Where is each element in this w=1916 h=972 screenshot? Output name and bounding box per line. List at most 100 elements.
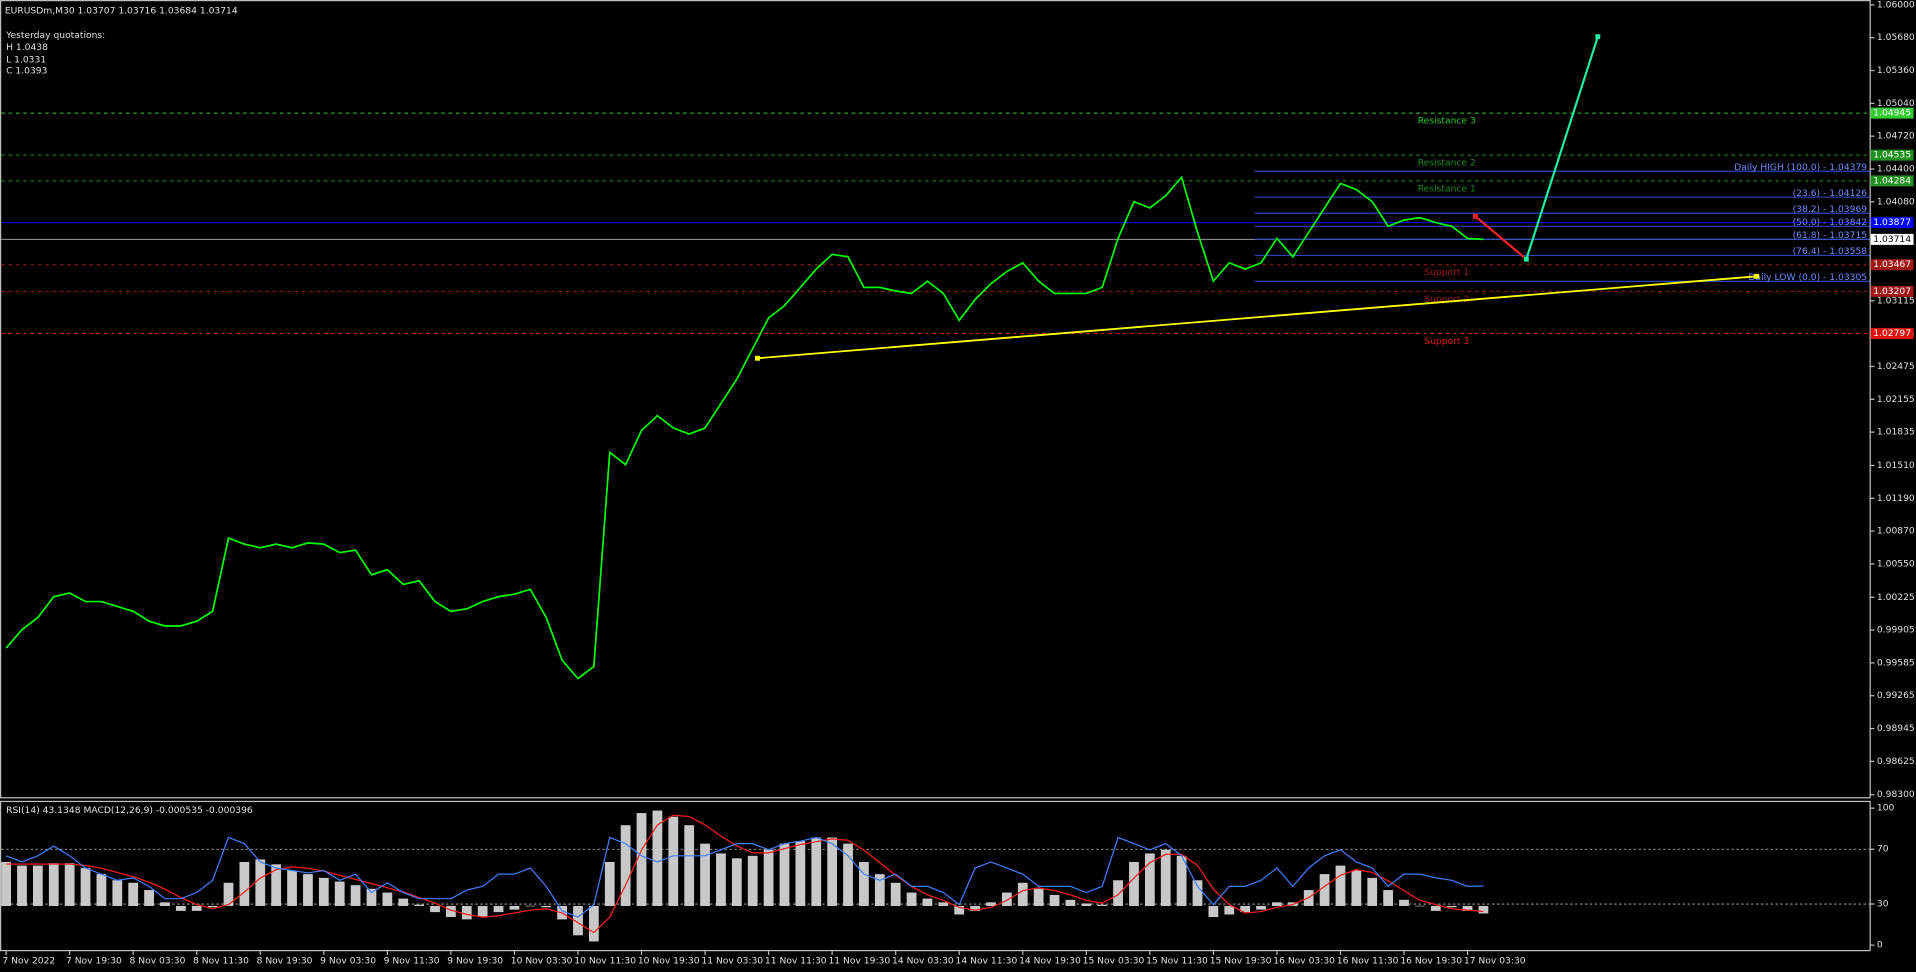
- macd-bar: [843, 843, 853, 906]
- price-box-label: 1.02797: [1873, 328, 1911, 339]
- macd-bar: [96, 874, 107, 906]
- macd-bar: [382, 892, 393, 906]
- macd-bar: [318, 877, 329, 906]
- x-tick-label: 16 Nov 11:30: [1337, 955, 1399, 966]
- macd-bar: [446, 905, 456, 918]
- y-tick-label: 0.99585: [1877, 657, 1915, 668]
- x-tick-label: 11 Nov 11:30: [765, 955, 827, 966]
- x-tick-label: 14 Nov 03:30: [892, 955, 954, 966]
- trendline-handle: [1754, 273, 1760, 279]
- macd-bar: [1399, 899, 1409, 906]
- macd-bar: [207, 905, 218, 908]
- projection-line: [1474, 215, 1528, 261]
- macd-bar: [255, 859, 266, 906]
- macd-bar: [922, 898, 933, 906]
- macd-bar: [128, 882, 139, 906]
- y-tick-label: 1.05040: [1877, 98, 1915, 109]
- x-tick-label: 8 Nov 03:30: [130, 955, 186, 966]
- y-tick-label: 0.98625: [1877, 756, 1915, 767]
- macd-bar: [970, 905, 980, 911]
- price-box: [1870, 233, 1914, 245]
- fibo-label: (23.6) - 1.04126: [1793, 188, 1868, 199]
- fibo-label: (38.2) - 1.03969: [1793, 204, 1868, 215]
- chart-title: EURUSDm,M30 1.03707 1.03716 1.03684 1.03…: [5, 6, 238, 17]
- fibo-label: Daily LOW (0.0) - 1.03305: [1748, 272, 1867, 283]
- price-box-label: 1.04945: [1873, 108, 1911, 119]
- macd-bar: [366, 888, 377, 906]
- x-tick-label: 8 Nov 11:30: [193, 955, 249, 966]
- macd-bar: [874, 874, 885, 906]
- macd-bar: [573, 905, 583, 936]
- macd-bar: [1446, 905, 1457, 908]
- x-tick-label: 10 Nov 03:30: [511, 955, 573, 966]
- y-tick-label: 1.02155: [1877, 394, 1915, 405]
- macd-bar: [477, 905, 488, 918]
- macd-bar: [1033, 888, 1044, 906]
- x-tick-label: 8 Nov 19:30: [257, 955, 313, 966]
- macd-bar: [1001, 892, 1012, 906]
- fibo-label: (50.0) - 1.03842: [1793, 217, 1868, 228]
- price-box-label: 1.04284: [1873, 175, 1911, 186]
- price-box: [1870, 285, 1914, 297]
- macd-bar: [1478, 905, 1489, 914]
- macd-bar: [1430, 905, 1441, 911]
- y-tick-label: 1.05680: [1877, 32, 1915, 43]
- projection-point: [1473, 213, 1478, 219]
- macd-bar: [525, 905, 536, 907]
- fibo-label: (61.8) - 1.03715: [1793, 230, 1868, 241]
- macd-bar: [795, 841, 806, 906]
- macd-bar: [80, 868, 91, 906]
- macd-bar: [64, 863, 75, 906]
- macd-bar: [1081, 903, 1092, 906]
- macd-bar: [779, 843, 790, 906]
- macd-bar: [1415, 905, 1425, 907]
- macd-bar: [890, 882, 901, 906]
- macd-bar: [239, 861, 250, 906]
- level-label: Resistance 1: [1418, 183, 1476, 194]
- level-label: Support 3: [1424, 336, 1469, 347]
- y-tick-label: 1.02475: [1877, 361, 1915, 372]
- macd-bar: [461, 905, 472, 920]
- price-box-label: 1.04535: [1873, 150, 1911, 161]
- x-tick-label: 16 Nov 19:30: [1400, 955, 1462, 966]
- macd-bar: [731, 858, 742, 906]
- fibo-label: (76.4) - 1.03558: [1793, 246, 1868, 257]
- macd-bar: [938, 902, 949, 906]
- macd-bar: [112, 880, 123, 906]
- macd-bar: [1367, 877, 1378, 906]
- y-tick-label: 70: [1877, 844, 1889, 855]
- level-label: Support 2: [1424, 294, 1469, 305]
- macd-bar: [541, 905, 552, 908]
- x-tick-label: 9 Nov 11:30: [384, 955, 440, 966]
- trendline: [757, 275, 1757, 360]
- macd-bar: [1144, 853, 1155, 906]
- macd-bar: [1319, 874, 1330, 906]
- macd-bar: [684, 825, 695, 906]
- y-tick-label: 0.99265: [1877, 690, 1915, 701]
- x-tick-label: 14 Nov 11:30: [956, 955, 1018, 966]
- x-tick-label: 11 Nov 19:30: [828, 955, 890, 966]
- macd-bar: [1129, 861, 1139, 906]
- y-tick-label: 1.00225: [1877, 592, 1915, 603]
- y-tick-label: 1.04720: [1877, 131, 1915, 142]
- macd-bar: [1208, 905, 1219, 918]
- level-label: Resistance 3: [1418, 116, 1476, 127]
- macd-bar: [1049, 894, 1060, 906]
- x-tick-label: 7 Nov 2022: [2, 955, 55, 966]
- y-tick-label: 100: [1877, 803, 1895, 814]
- x-tick-label: 10 Nov 11:30: [574, 955, 636, 966]
- y-tick-label: 0.98300: [1877, 789, 1915, 800]
- macd-bar: [716, 853, 726, 906]
- macd-bar: [859, 861, 869, 906]
- macd-signal-line: [6, 814, 1484, 934]
- macd-bar: [747, 855, 758, 906]
- macd-bar: [652, 810, 663, 906]
- macd-bar: [1224, 905, 1235, 915]
- price-box: [1870, 175, 1914, 187]
- x-tick-label: 15 Nov 03:30: [1083, 955, 1145, 966]
- macd-bar: [1240, 905, 1251, 913]
- macd-bar: [954, 905, 965, 915]
- price-box-label: 1.03467: [1873, 259, 1911, 270]
